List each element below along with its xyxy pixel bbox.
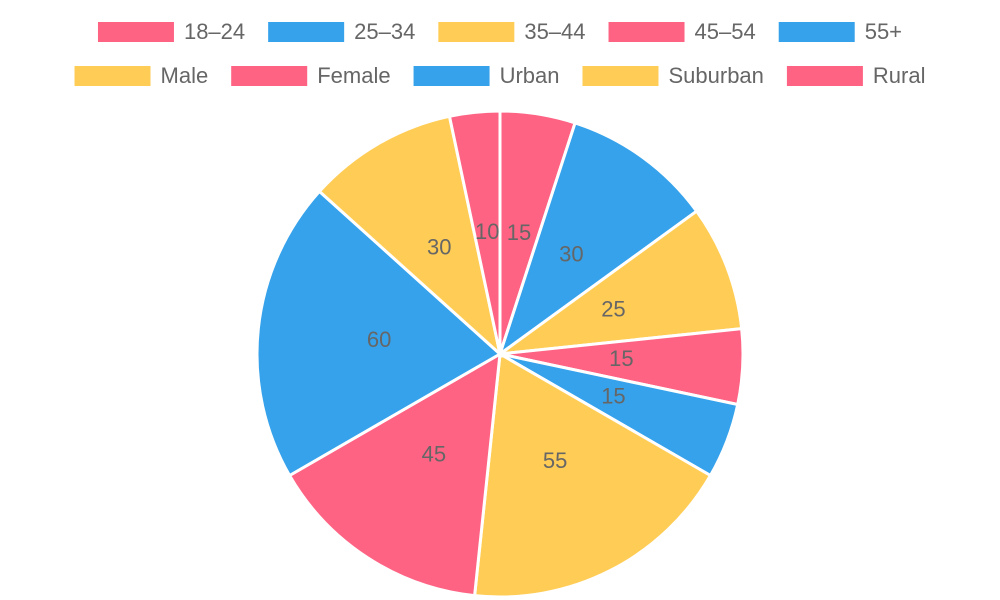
data-label: 45 bbox=[422, 442, 446, 467]
data-label: 15 bbox=[601, 383, 625, 408]
legend-swatch bbox=[438, 22, 515, 42]
pie-slice bbox=[255, 189, 503, 478]
pie-slice bbox=[317, 114, 503, 359]
legend-swatch bbox=[268, 22, 345, 42]
pie-slice bbox=[494, 209, 744, 357]
legend-label: 35–44 bbox=[524, 19, 585, 44]
legend-label: Rural bbox=[873, 63, 926, 88]
data-label: 25 bbox=[601, 296, 625, 321]
legend-swatch bbox=[97, 22, 174, 42]
legend-item: Urban bbox=[413, 63, 560, 88]
legend-swatch bbox=[413, 66, 490, 86]
legend-swatch bbox=[608, 22, 685, 42]
pie-slice bbox=[287, 351, 502, 598]
pie-slice bbox=[497, 121, 699, 358]
data-label: 30 bbox=[427, 235, 451, 260]
pie-slice bbox=[472, 351, 713, 599]
pie-slice bbox=[447, 109, 502, 355]
legend-label: 55+ bbox=[865, 19, 902, 44]
legend-swatch bbox=[582, 66, 659, 86]
legend-swatch bbox=[778, 22, 855, 42]
legend-item: Rural bbox=[786, 63, 926, 88]
legend-label: Suburban bbox=[668, 63, 763, 88]
data-label: 10 bbox=[475, 219, 499, 244]
legend-swatch bbox=[231, 66, 308, 86]
legend-item: 55+ bbox=[778, 19, 902, 44]
legend-swatch bbox=[74, 66, 151, 86]
legend-item: 45–54 bbox=[608, 19, 756, 44]
data-label: 55 bbox=[543, 448, 567, 473]
legend-item: Male bbox=[74, 63, 209, 88]
legend-label: 18–24 bbox=[184, 19, 245, 44]
data-label: 15 bbox=[609, 346, 633, 371]
legend-swatch bbox=[786, 66, 863, 86]
legend-item: Female bbox=[231, 63, 391, 88]
data-label: 60 bbox=[367, 327, 391, 352]
legend-label: 45–54 bbox=[695, 19, 756, 44]
legend-item: Suburban bbox=[582, 63, 764, 88]
legend-item: 35–44 bbox=[438, 19, 586, 44]
legend-label: Male bbox=[161, 63, 209, 88]
data-label: 30 bbox=[559, 242, 583, 267]
data-label: 15 bbox=[507, 220, 531, 245]
legend-label: Urban bbox=[500, 63, 560, 88]
legend-item: 18–24 bbox=[97, 19, 245, 44]
legend-label: Female bbox=[317, 63, 390, 88]
legend-item: 25–34 bbox=[268, 19, 415, 44]
legend-label: 25–34 bbox=[354, 19, 415, 44]
